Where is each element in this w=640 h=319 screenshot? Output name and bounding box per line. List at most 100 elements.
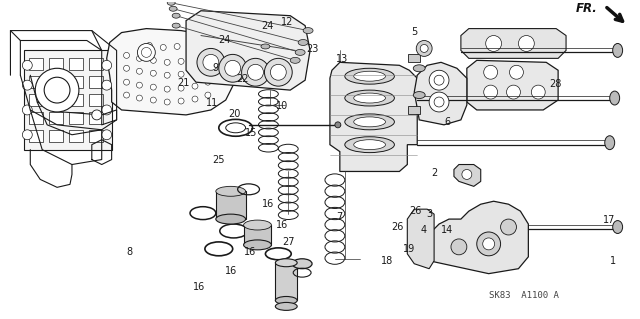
Circle shape [509,65,524,79]
Circle shape [483,238,495,250]
Circle shape [270,64,286,80]
Bar [89,130,102,142]
Ellipse shape [275,259,297,267]
Text: 24: 24 [262,20,274,31]
Circle shape [102,105,111,115]
Bar [89,112,102,124]
Circle shape [462,169,472,179]
Circle shape [102,60,111,70]
Bar [69,130,83,142]
Ellipse shape [413,65,425,72]
Circle shape [164,59,170,65]
Bar [89,76,102,88]
Circle shape [22,80,32,90]
Circle shape [102,80,111,90]
Ellipse shape [295,49,305,56]
Text: 16: 16 [225,266,237,276]
Ellipse shape [303,28,313,33]
Circle shape [225,60,241,76]
Circle shape [160,44,166,50]
Circle shape [205,92,211,98]
Circle shape [164,86,170,92]
Text: 14: 14 [441,225,453,235]
Text: 15: 15 [245,128,258,138]
Text: 16: 16 [244,247,256,257]
Ellipse shape [244,240,271,250]
Circle shape [136,56,143,61]
Circle shape [192,83,198,89]
Ellipse shape [298,40,308,46]
Circle shape [124,79,129,85]
Circle shape [35,68,79,112]
Bar [29,76,43,88]
Text: 18: 18 [381,256,393,266]
Circle shape [219,54,246,82]
Ellipse shape [216,214,246,224]
Circle shape [22,105,32,115]
Bar [49,130,63,142]
Circle shape [486,35,502,51]
Text: 8: 8 [127,247,132,257]
Ellipse shape [354,93,385,103]
Polygon shape [186,11,310,90]
Ellipse shape [172,13,180,18]
Circle shape [188,41,194,48]
Circle shape [150,84,156,90]
Ellipse shape [612,220,623,234]
Polygon shape [330,62,417,172]
Circle shape [44,77,70,103]
Ellipse shape [172,23,180,28]
Ellipse shape [292,259,312,269]
Polygon shape [603,3,625,26]
Circle shape [141,48,151,57]
Circle shape [420,44,428,52]
Circle shape [192,96,198,102]
Circle shape [451,239,467,255]
Circle shape [531,85,545,99]
Circle shape [150,97,156,103]
Circle shape [124,52,129,58]
Bar [408,106,420,114]
Ellipse shape [275,302,297,310]
Ellipse shape [244,220,271,230]
Bar [244,225,271,245]
Circle shape [22,130,32,140]
Circle shape [477,232,500,256]
Polygon shape [407,209,434,269]
Ellipse shape [610,91,620,105]
Circle shape [242,58,269,86]
Circle shape [506,85,520,99]
Text: 16: 16 [193,282,205,292]
Ellipse shape [612,43,623,57]
Circle shape [178,58,184,64]
Circle shape [102,130,111,140]
Text: 27: 27 [282,237,294,247]
Circle shape [429,70,449,90]
Text: FR.: FR. [576,2,598,15]
Ellipse shape [290,57,300,63]
Circle shape [178,98,184,104]
Text: 17: 17 [603,215,615,225]
Circle shape [434,75,444,85]
Text: 10: 10 [276,101,288,111]
Circle shape [138,43,156,61]
Bar [69,58,83,70]
Text: 2: 2 [431,168,437,178]
Circle shape [178,71,184,77]
Circle shape [264,58,292,86]
Polygon shape [107,29,236,115]
Circle shape [136,68,143,74]
Circle shape [192,56,198,62]
Circle shape [147,42,152,48]
Text: 16: 16 [262,199,274,209]
Circle shape [174,43,180,49]
Text: 4: 4 [420,225,427,235]
Circle shape [197,48,225,76]
Text: 13: 13 [336,54,348,64]
Ellipse shape [354,117,385,127]
Polygon shape [467,60,558,110]
Text: 24: 24 [219,35,231,45]
Bar [29,58,43,70]
Text: 5: 5 [411,27,417,37]
Ellipse shape [167,0,175,5]
